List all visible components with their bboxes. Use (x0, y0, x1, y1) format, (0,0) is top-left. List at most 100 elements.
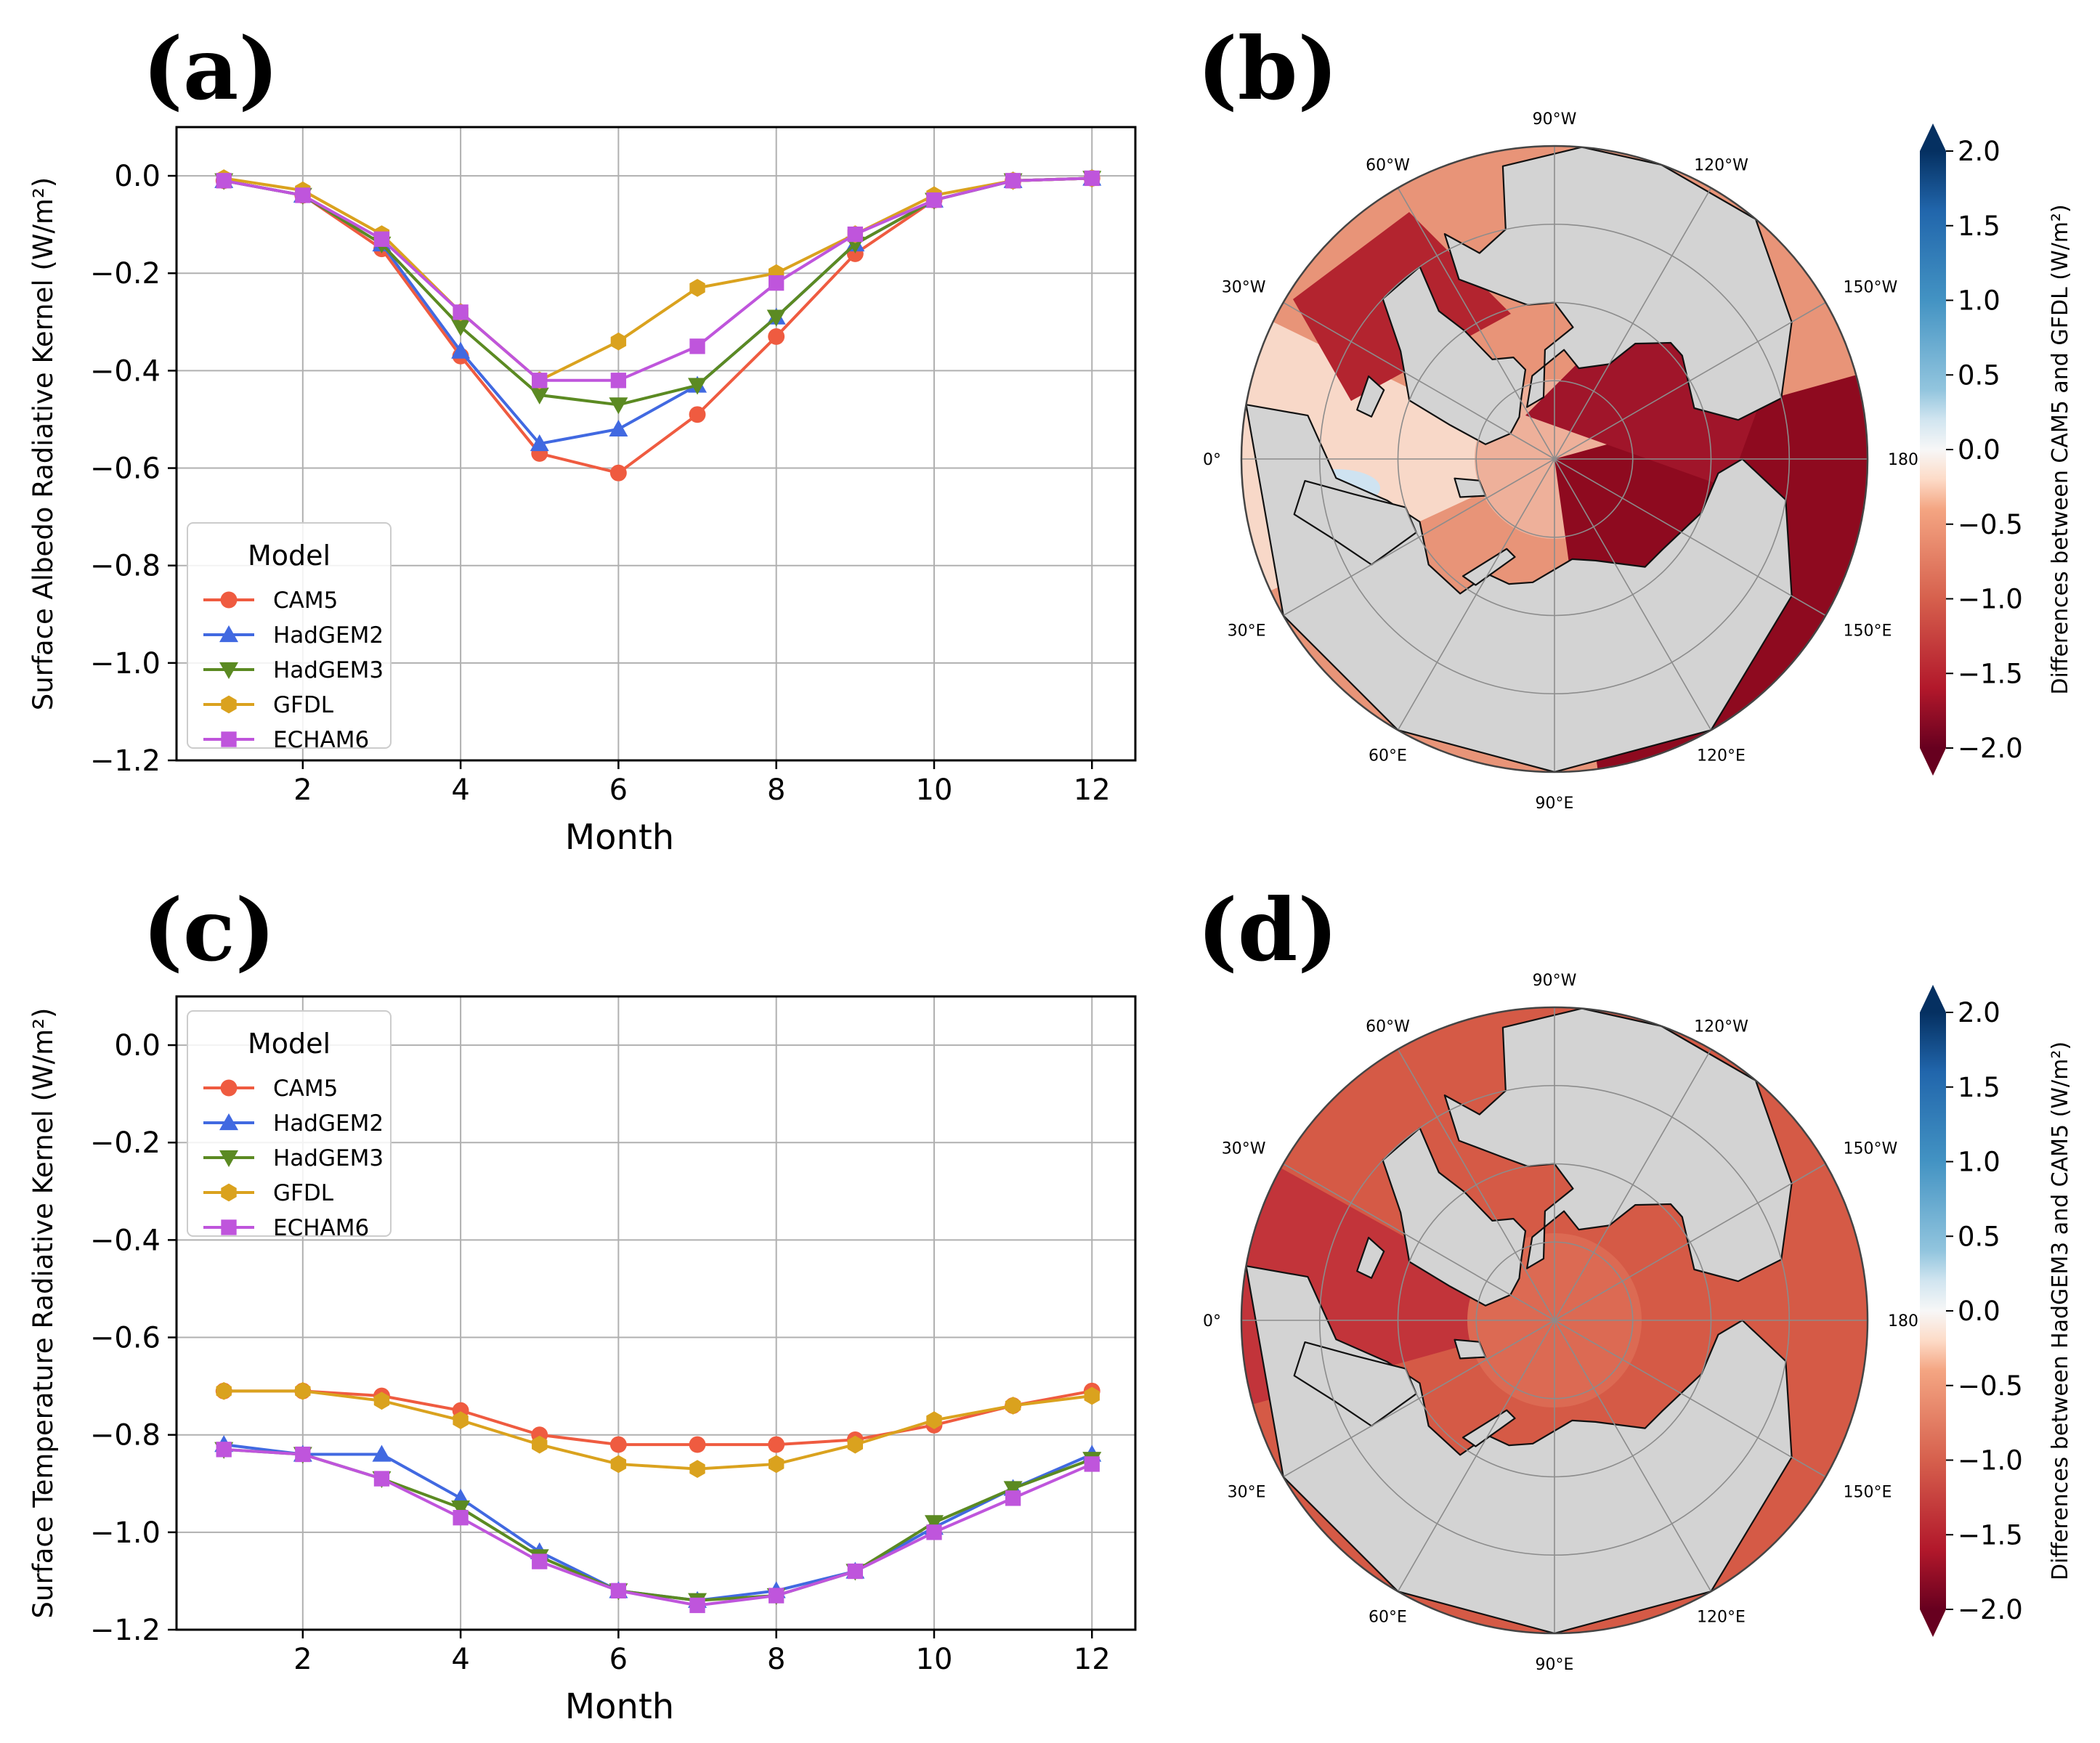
colorbar-extend-bottom (1920, 1609, 1946, 1637)
x-tick-label: 6 (609, 1643, 628, 1676)
colorbar-tick-label: 1.5 (1958, 211, 2000, 242)
lon-label-150e: 150°E (1844, 622, 1892, 641)
legend-marker-HadGEM2 (219, 1113, 238, 1131)
lon-label-60w: 60°W (1366, 1017, 1410, 1036)
point-HadGEM3 (609, 397, 628, 415)
point-GFDL (926, 1411, 942, 1429)
meridian-line (1554, 1320, 1712, 1592)
point-HadGEM3 (451, 319, 471, 337)
map-clip-group (1241, 1007, 1868, 1633)
point-ECHAM6 (216, 1442, 232, 1458)
panel-label-c: (c) (142, 879, 276, 980)
point-CAM5 (609, 464, 627, 482)
lon-label-0: 0° (1203, 451, 1221, 469)
x-tick-label: 10 (916, 773, 953, 807)
point-GFDL (689, 1460, 705, 1478)
point-ECHAM6 (1084, 170, 1100, 187)
plot-frame (175, 995, 1137, 1631)
lon-label-150e: 150°E (1844, 1484, 1892, 1502)
y-tick-label: −0.4 (90, 1224, 161, 1257)
point-ECHAM6 (532, 1553, 548, 1569)
lon-label-30e: 30°E (1228, 622, 1266, 641)
point-GFDL (610, 1455, 627, 1474)
series-HadGEM3 (214, 171, 1102, 415)
lon-label-150w: 150°W (1844, 1140, 1898, 1158)
x-tick-label: 8 (767, 773, 785, 807)
y-tick-label: −0.2 (90, 257, 161, 290)
x-axis-label: Month (565, 1686, 674, 1727)
polar-map-b: 90°W60°W 120°W30°W 150°W0° 180°30°E 150°E60°… (1203, 110, 2073, 813)
colorbar-tick-label: −0.5 (1958, 1370, 2023, 1402)
point-ECHAM6 (847, 1563, 863, 1580)
meridian-line (1283, 458, 1555, 617)
series-line-ECHAM6 (223, 176, 1092, 382)
colorbar-tick-label: 1.5 (1958, 1072, 2000, 1103)
meridian-line (1397, 458, 1555, 731)
meridian-line (1397, 1320, 1555, 1592)
legend-marker-ECHAM6 (221, 1219, 237, 1235)
colorbar-extend-bottom (1920, 748, 1946, 776)
colorbar-tick-label: 1.0 (1958, 1147, 2000, 1178)
land-novaya (1462, 1409, 1516, 1447)
map-boundary (1240, 145, 1869, 773)
x-tick-label: 6 (609, 773, 628, 807)
lon-label-120e: 120°E (1697, 747, 1746, 765)
meridian-line (1397, 187, 1555, 460)
legend-entry-CAM5: CAM5 (273, 1076, 338, 1102)
point-ECHAM6 (1005, 173, 1021, 189)
point-ECHAM6 (216, 173, 232, 189)
point-ECHAM6 (373, 1471, 390, 1487)
legend-entry-ECHAM6: ECHAM6 (273, 727, 369, 753)
lon-label-30w: 30°W (1222, 279, 1266, 297)
legend-title: Model (248, 540, 331, 572)
colorbar-tick-label: −1.5 (1958, 1519, 2023, 1551)
meridian-line (1283, 1320, 1555, 1478)
point-GFDL (453, 1411, 469, 1429)
lon-label-120w: 120°W (1694, 1017, 1748, 1036)
land-iceland (1356, 1237, 1385, 1279)
legend-marker-HadGEM3 (219, 662, 238, 679)
point-ECHAM6 (610, 1582, 627, 1598)
point-HadGEM3 (1003, 1481, 1023, 1498)
series-CAM5 (215, 1382, 1100, 1453)
lon-label-30w: 30°W (1222, 1140, 1266, 1158)
y-tick-label: −0.6 (90, 452, 161, 486)
colorbar: 2.0 1.5 1.0 0.5 0.0 −0.5 −1.0 −1.5 −2.0 Differenc… (1920, 123, 2073, 776)
legend-box (187, 1010, 392, 1237)
y-tick-label: 0.0 (114, 1029, 161, 1063)
point-HadGEM3 (451, 1500, 471, 1518)
meridian-line (1554, 1320, 1826, 1478)
colorbar-tick-label: 0.0 (1958, 434, 2000, 466)
land-iceland (1356, 375, 1385, 418)
colorbar-label: Differences between HadGEM3 and CAM5 (W/… (2048, 1041, 2073, 1580)
series-HadGEM2 (214, 168, 1102, 452)
colorbar-tick-label: 0.5 (1958, 1221, 2000, 1252)
lon-label-90e: 90°E (1536, 795, 1574, 813)
legend-entry-GFDL: GFDL (273, 692, 334, 718)
colorbar-tick-label: −2.0 (1958, 733, 2023, 764)
y-tick-label: −0.2 (90, 1126, 161, 1160)
colorbar-tick-label: −1.0 (1958, 1445, 2023, 1476)
panel-label-d: (d) (1197, 879, 1339, 980)
point-CAM5 (768, 328, 785, 345)
land-eurasia (1245, 404, 1793, 772)
colorbar-tick-label: −0.5 (1958, 509, 2023, 540)
land-greenland (1382, 266, 1527, 445)
lon-label-150w: 150°W (1844, 279, 1898, 297)
colorbar-extend-top (1920, 123, 1946, 151)
line-chart-a: 2 4 6 8 10 12 0.0 −0.2 −0.4 −0.6 −0.8 −1.0 −1.2 Month… (28, 126, 1137, 858)
point-ECHAM6 (769, 1588, 785, 1604)
point-HadGEM2 (609, 419, 628, 437)
meridian-line (1554, 1049, 1712, 1321)
y-tick-label: −0.4 (90, 354, 161, 388)
land-eurasia (1245, 1265, 1793, 1633)
point-GFDL (1084, 1386, 1100, 1405)
point-ECHAM6 (926, 1524, 942, 1540)
point-HadGEM2 (530, 434, 549, 452)
lon-label-30e: 30°E (1228, 1484, 1266, 1502)
point-ECHAM6 (689, 338, 705, 354)
y-tick-label: −0.6 (90, 1322, 161, 1355)
point-GFDL (532, 1435, 548, 1454)
point-ECHAM6 (295, 187, 311, 203)
lon-label-90w: 90°W (1533, 972, 1577, 990)
